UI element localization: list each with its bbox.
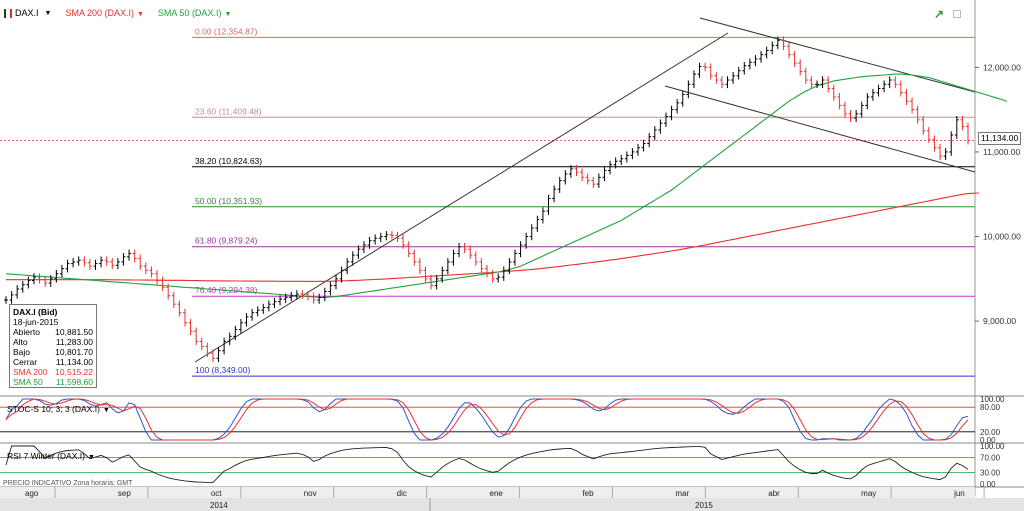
footer-note: PRECIO INDICATIVO Zona horaria: GMT [3,480,133,487]
info-label: Abierto [13,327,40,337]
month-label: ago [25,489,39,498]
month-label: abr [768,489,780,498]
chart-legend: DAX.I ▼ SMA 200 (DAX.I) ▼ SMA 50 (DAX.I) ▼ [0,6,231,20]
chevron-down-icon[interactable]: ▼ [102,407,110,414]
trend-line [194,32,729,363]
fib-level-label: 100 (8,349.00) [195,365,250,375]
month-label: jun [953,489,965,498]
year-axis-band [0,498,1024,511]
y-tick-label: 9,000.00 [983,316,1016,326]
info-label: Bajo [13,347,31,357]
channel-lower-line [664,85,976,173]
chevron-down-icon[interactable]: ▼ [87,454,95,461]
info-label: Cerrar [13,357,38,367]
sma50-line [5,73,1008,298]
month-label: oct [211,489,222,498]
y-tick-label: 11,000.00 [983,147,1020,157]
month-label: mar [675,489,689,498]
info-label: Alto [13,337,28,347]
channel-upper-line [699,17,976,93]
fib-level-label: 50.00 (10,351.93) [195,196,262,206]
month-label: nov [304,489,317,498]
sma200-label: SMA 200 (DAX.I) [65,8,134,18]
info-row: Abierto 10,881.50 [13,327,93,337]
year-label: 2015 [695,501,713,510]
data-info-box: DAX.I (Bid) 18-jun-2015 Abierto 10,881.50… [9,304,97,388]
month-label: sep [118,489,131,498]
info-row: SMA 50 11,598.60 [13,377,93,387]
rsi-axis-label: 70.00 [980,453,1001,462]
fib-level-label: 61.80 (9,879.24) [195,236,258,246]
maximize-icon[interactable] [953,10,961,18]
stoch-axis-label: 80.00 [980,403,1001,412]
symbol-selector[interactable]: DAX.I ▼ [0,8,51,18]
trend-arrow-icon[interactable]: ↗ [934,7,945,21]
month-axis-band [0,487,975,498]
month-label: feb [582,489,594,498]
info-title: DAX.I (Bid) [13,307,58,317]
chevron-down-icon[interactable]: ▼ [136,11,144,18]
info-row: Cerrar 11,134.00 [13,357,93,367]
y-tick-label: 12,000.00 [983,62,1021,72]
month-label: may [861,489,876,498]
month-label: ene [490,489,504,498]
info-row: SMA 200 10,515.22 [13,367,93,377]
last-price-tag: 11,134.00 [978,132,1022,145]
stoch-label[interactable]: STOC-S 10; 3; 3 (DAX.I) ▼ [7,404,110,414]
year-label: 2014 [210,501,228,510]
info-value: 11,598.60 [55,377,93,387]
chevron-down-icon[interactable]: ▼ [224,11,232,18]
info-value: 10,801.70 [55,347,93,357]
rsi-label[interactable]: RSI 7 Wilder (DAX.I) ▼ [7,451,95,461]
info-value: 11,283.00 [55,337,93,347]
fib-level-label: 23.60 (11,409.48) [195,106,262,116]
info-date-row: 18-jun-2015 [13,317,93,327]
info-value: 11,134.00 [55,357,93,367]
stoch-d-line [5,398,969,441]
rsi-axis-label: 100.00 [980,442,1005,451]
info-value: 10,515.22 [55,367,93,377]
info-label: SMA 50 [13,377,43,387]
rsi-label-text: RSI 7 Wilder (DAX.I) [7,451,85,461]
info-label: SMA 200 [13,367,48,377]
info-date: 18-jun-2015 [13,317,59,327]
info-row: Bajo 10,801.70 [13,347,93,357]
sma50-label: SMA 50 (DAX.I) [157,8,222,18]
symbol-label: DAX.I [15,8,39,18]
sma50-legend[interactable]: SMA 50 (DAX.I) ▼ [158,8,231,18]
rsi-axis-label: 0.00 [980,480,996,489]
info-row: Alto 11,283.00 [13,337,93,347]
chevron-down-icon[interactable]: ▼ [44,9,52,17]
sma200-legend[interactable]: SMA 200 (DAX.I) ▼ [65,8,143,18]
rsi-line [5,445,969,484]
stoch-label-text: STOC-S 10; 3; 3 (DAX.I) [7,404,100,414]
stoch-axis-label: 100.00 [980,395,1005,404]
rsi-axis-label: 30.00 [980,469,1001,478]
fib-level-label: 38.20 (10,824.63) [195,156,262,166]
stoch-axis-label: 20.00 [980,428,1001,437]
fib-level-label: 0.00 (12,354.87) [195,26,258,36]
y-tick-label: 10,000.00 [983,232,1021,242]
candles-icon [4,8,12,18]
info-value: 10,881.50 [55,327,93,337]
stoch-axis-label: 0.00 [980,436,996,445]
month-label: dic [397,489,407,498]
